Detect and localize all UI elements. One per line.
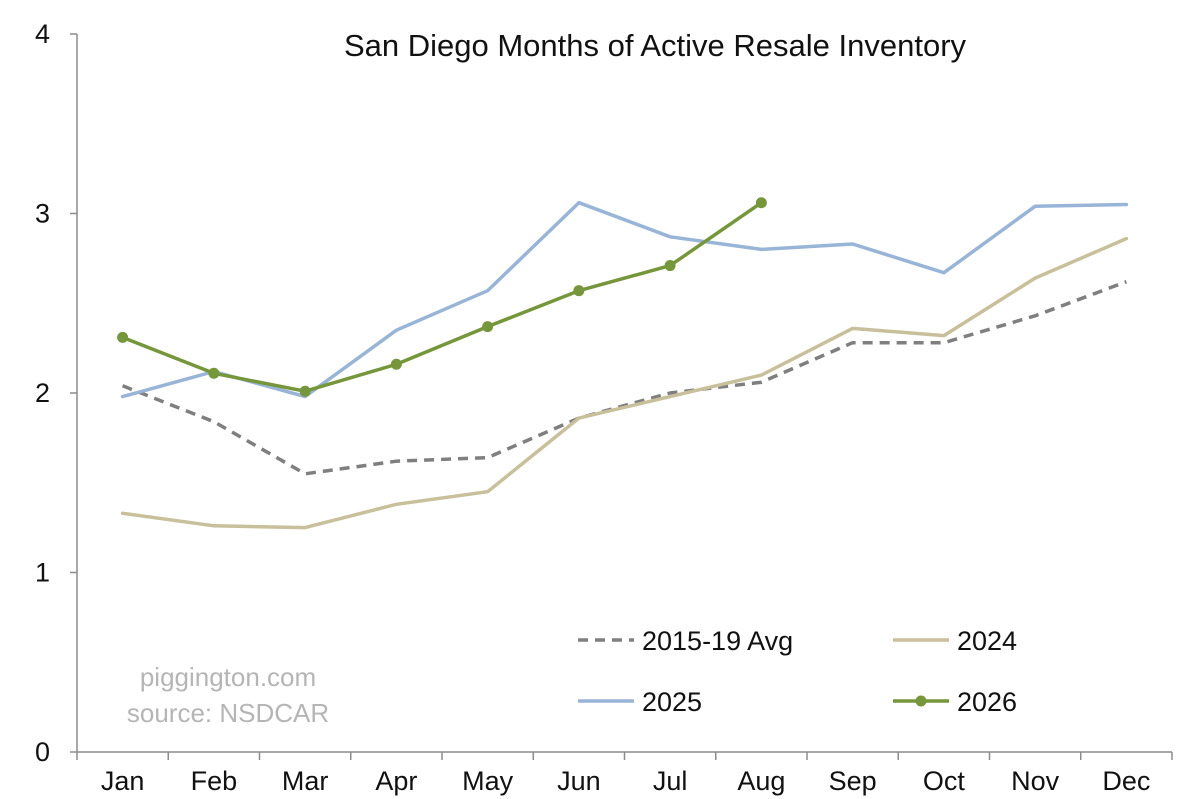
legend-item: 2025	[578, 687, 702, 717]
data-point	[755, 197, 767, 209]
data-point	[208, 367, 220, 379]
data-point	[664, 260, 676, 272]
data-point	[390, 358, 402, 370]
series-line	[120, 200, 1129, 399]
legend-label: 2026	[957, 687, 1017, 717]
series-2025	[120, 200, 1129, 399]
series-2024	[120, 236, 1129, 530]
series-layer	[117, 197, 1129, 530]
x-tick-label: Sep	[829, 766, 877, 796]
x-tick-label: Jan	[101, 766, 145, 796]
series-line	[120, 200, 764, 393]
series-line	[120, 236, 1129, 530]
legend-item: 2015-19 Avg	[578, 626, 793, 656]
y-tick-label: 4	[35, 19, 50, 49]
x-tick-label: Dec	[1102, 766, 1150, 796]
chart-title: San Diego Months of Active Resale Invent…	[344, 28, 967, 63]
legend-item: 2026	[893, 687, 1017, 717]
watermark-source: source: NSDCAR	[127, 698, 329, 728]
data-point	[573, 285, 585, 297]
legend-label: 2024	[957, 626, 1017, 656]
watermark-site: piggington.com	[140, 662, 316, 692]
axes: 0 1 2 3 4 Jan Feb Mar Apr May Jun Jul Aug Sep Oct Nov De…	[35, 19, 1173, 796]
y-tick-label: 0	[35, 737, 50, 767]
x-tick-label: Aug	[737, 766, 785, 796]
series-2026	[117, 197, 767, 397]
data-point	[482, 321, 494, 333]
x-tick-label: Feb	[191, 766, 238, 796]
series-2015-19-avg	[121, 280, 1128, 476]
x-tick-label: Nov	[1011, 766, 1060, 796]
legend-item: 2024	[893, 626, 1017, 656]
x-tick-label: Mar	[282, 766, 329, 796]
legend-label: 2015-19 Avg	[642, 626, 793, 656]
y-tick-label: 2	[35, 378, 50, 408]
x-tick-label: May	[462, 766, 514, 796]
y-tick-label: 3	[35, 199, 50, 229]
x-tick-label: Jun	[557, 766, 601, 796]
x-tick-label: Oct	[923, 766, 966, 796]
series-line	[121, 280, 1128, 476]
y-tick-label: 1	[35, 558, 50, 588]
x-tick-label: Jul	[653, 766, 688, 796]
data-point	[299, 385, 311, 397]
data-point	[117, 331, 129, 343]
legend-label: 2025	[642, 687, 702, 717]
x-tick-label: Apr	[375, 766, 417, 796]
watermark: piggington.com source: NSDCAR	[127, 662, 329, 728]
legend: 2015-19 Avg 2024 2025 2026	[578, 626, 1017, 717]
legend-marker	[915, 695, 927, 707]
